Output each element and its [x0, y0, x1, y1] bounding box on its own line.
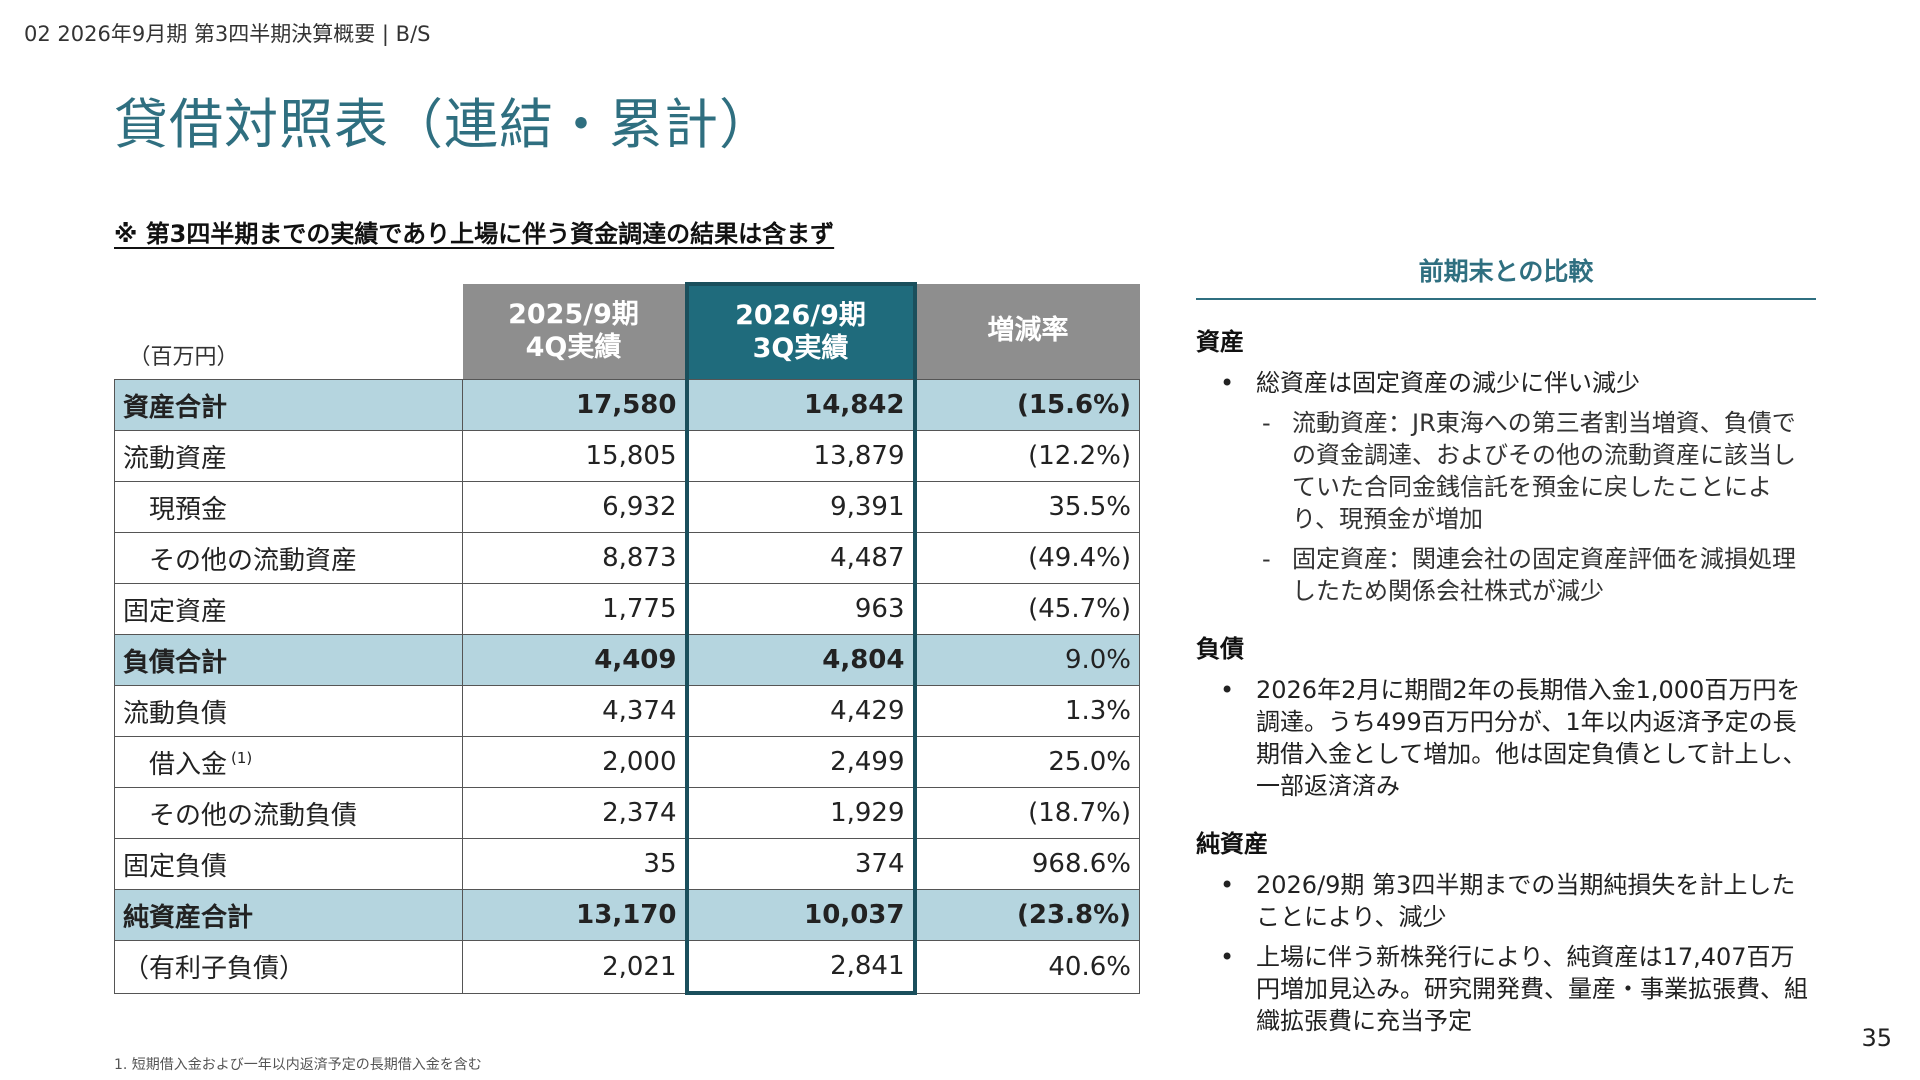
cell-curr: 9,391	[684, 481, 917, 533]
assets-heading: 資産	[1196, 328, 1244, 356]
table-row: 現預金 6,932 9,391 35.5%	[114, 481, 1140, 533]
table-row: 純資産合計 13,170 10,037 (23.8%)	[114, 889, 1140, 941]
cell-prev: 2,374	[462, 787, 687, 839]
cell-prev: 35	[462, 838, 687, 890]
cell-rate: 968.6%	[914, 838, 1140, 890]
cell-rate: 1.3%	[914, 685, 1140, 737]
col-header-curr-line2: 3Q実績	[752, 332, 849, 364]
page-title: 貸借対照表（連結・累計）	[114, 93, 774, 156]
row-label: その他の流動資産	[114, 532, 463, 584]
cell-prev: 1,775	[462, 583, 687, 635]
comparison-title: 前期末との比較	[1196, 252, 1816, 300]
cell-prev: 2,000	[462, 736, 687, 788]
cell-prev: 17,580	[462, 379, 687, 431]
table-row: 資産合計 17,580 14,842 (15.6%)	[114, 379, 1140, 431]
table-row: その他の流動負債 2,374 1,929 (18.7%)	[114, 787, 1140, 839]
balance-sheet-table: （百万円） 2025/9期 4Q実績 2026/9期 3Q実績 増減率 資産合計…	[114, 282, 1140, 995]
table-row: 負債合計 4,409 4,804 9.0%	[114, 634, 1140, 686]
table-row: その他の流動資産 8,873 4,487 (49.4%)	[114, 532, 1140, 584]
row-label: 負債合計	[114, 634, 463, 686]
cell-curr: 1,929	[684, 787, 917, 839]
footnote: 1. 短期借入金および一年以内返済予定の長期借入金を含む	[114, 1057, 482, 1073]
cell-curr: 2,499	[684, 736, 917, 788]
col-header-curr-line1: 2026/9期	[735, 300, 866, 332]
cell-rate: 40.6%	[914, 940, 1140, 994]
assets-sub-bullet-current: 流動資産：JR東海への第三者割当増資、負債での資金調達、およびその他の流動資産に…	[1196, 407, 1816, 535]
table-row: 流動資産 15,805 13,879 (12.2%)	[114, 430, 1140, 482]
col-header-rate: 増減率	[914, 284, 1140, 380]
cell-rate: (45.7%)	[914, 583, 1140, 635]
cell-curr: 10,037	[684, 889, 917, 941]
table-row: 固定負債 35 374 968.6%	[114, 838, 1140, 890]
cell-prev: 4,374	[462, 685, 687, 737]
row-label: 固定負債	[114, 838, 463, 890]
cell-rate: 35.5%	[914, 481, 1140, 533]
row-label: （有利子負債）	[114, 940, 463, 994]
row-label: 固定資産	[114, 583, 463, 635]
cell-prev: 13,170	[462, 889, 687, 941]
liabilities-heading: 負債	[1196, 635, 1244, 663]
row-label: 流動資産	[114, 430, 463, 482]
equity-heading: 純資産	[1196, 830, 1268, 858]
cell-prev: 4,409	[462, 634, 687, 686]
cell-rate: 9.0%	[914, 634, 1140, 686]
assets-bullet: 総資産は固定資産の減少に伴い減少	[1196, 367, 1816, 399]
equity-bullet-ipo: 上場に伴う新株発行により、純資産は17,407百万円増加見込み。研究開発費、量産…	[1196, 941, 1816, 1037]
cell-prev: 8,873	[462, 532, 687, 584]
cell-curr: 4,804	[684, 634, 917, 686]
cell-prev: 15,805	[462, 430, 687, 482]
table-row: （有利子負債） 2,021 2,841 40.6%	[114, 940, 1140, 995]
disclaimer-note: ※ 第3四半期までの実績であり上場に伴う資金調達の結果は含まず	[114, 220, 835, 248]
col-header-prev-line1: 2025/9期	[508, 299, 639, 331]
cell-rate: (23.8%)	[914, 889, 1140, 941]
col-header-prev: 2025/9期 4Q実績	[462, 284, 687, 380]
col-header-curr: 2026/9期 3Q実績	[684, 282, 917, 380]
table-row: 流動負債 4,374 4,429 1.3%	[114, 685, 1140, 737]
table-row: 借入金 (1) 2,000 2,499 25.0%	[114, 736, 1140, 788]
cell-curr: 14,842	[684, 379, 917, 431]
cell-prev: 6,932	[462, 481, 687, 533]
equity-bullet-loss: 2026/9期 第3四半期までの当期純損失を計上したことにより、減少	[1196, 869, 1816, 933]
cell-rate: 25.0%	[914, 736, 1140, 788]
row-label: 現預金	[114, 481, 463, 533]
cell-rate: (12.2%)	[914, 430, 1140, 482]
cell-curr: 374	[684, 838, 917, 890]
row-label: 流動負債	[114, 685, 463, 737]
table-header-row: （百万円） 2025/9期 4Q実績 2026/9期 3Q実績 増減率	[114, 282, 1140, 380]
col-header-prev-line2: 4Q実績	[525, 331, 622, 363]
unit-label: （百万円）	[114, 284, 463, 380]
cell-rate: (49.4%)	[914, 532, 1140, 584]
cell-curr: 13,879	[684, 430, 917, 482]
row-label-cell: 借入金 (1)	[114, 736, 463, 788]
cell-curr: 963	[684, 583, 917, 635]
cell-prev: 2,021	[462, 940, 687, 994]
row-label: 借入金	[149, 749, 228, 780]
page-number: 35	[1861, 1024, 1892, 1052]
cell-curr: 2,841	[684, 940, 917, 995]
cell-curr: 4,487	[684, 532, 917, 584]
assets-sub-bullet-fixed: 固定資産：関連会社の固定資産評価を減損処理したため関係会社株式が減少	[1196, 543, 1816, 607]
footnote-marker: (1)	[231, 748, 253, 767]
breadcrumb: 02 2026年9月期 第3四半期決算概要 | B/S	[24, 22, 431, 46]
table-row: 固定資産 1,775 963 (45.7%)	[114, 583, 1140, 635]
cell-curr: 4,429	[684, 685, 917, 737]
row-label: 資産合計	[114, 379, 463, 431]
row-label: その他の流動負債	[114, 787, 463, 839]
cell-rate: (18.7%)	[914, 787, 1140, 839]
liabilities-bullet: 2026年2月に期間2年の長期借入金1,000百万円を調達。うち499百万円分が…	[1196, 674, 1816, 802]
row-label: 純資産合計	[114, 889, 463, 941]
cell-rate: (15.6%)	[914, 379, 1140, 431]
comparison-panel: 前期末との比較 資産 総資産は固定資産の減少に伴い減少 流動資産：JR東海への第…	[1196, 252, 1816, 1045]
